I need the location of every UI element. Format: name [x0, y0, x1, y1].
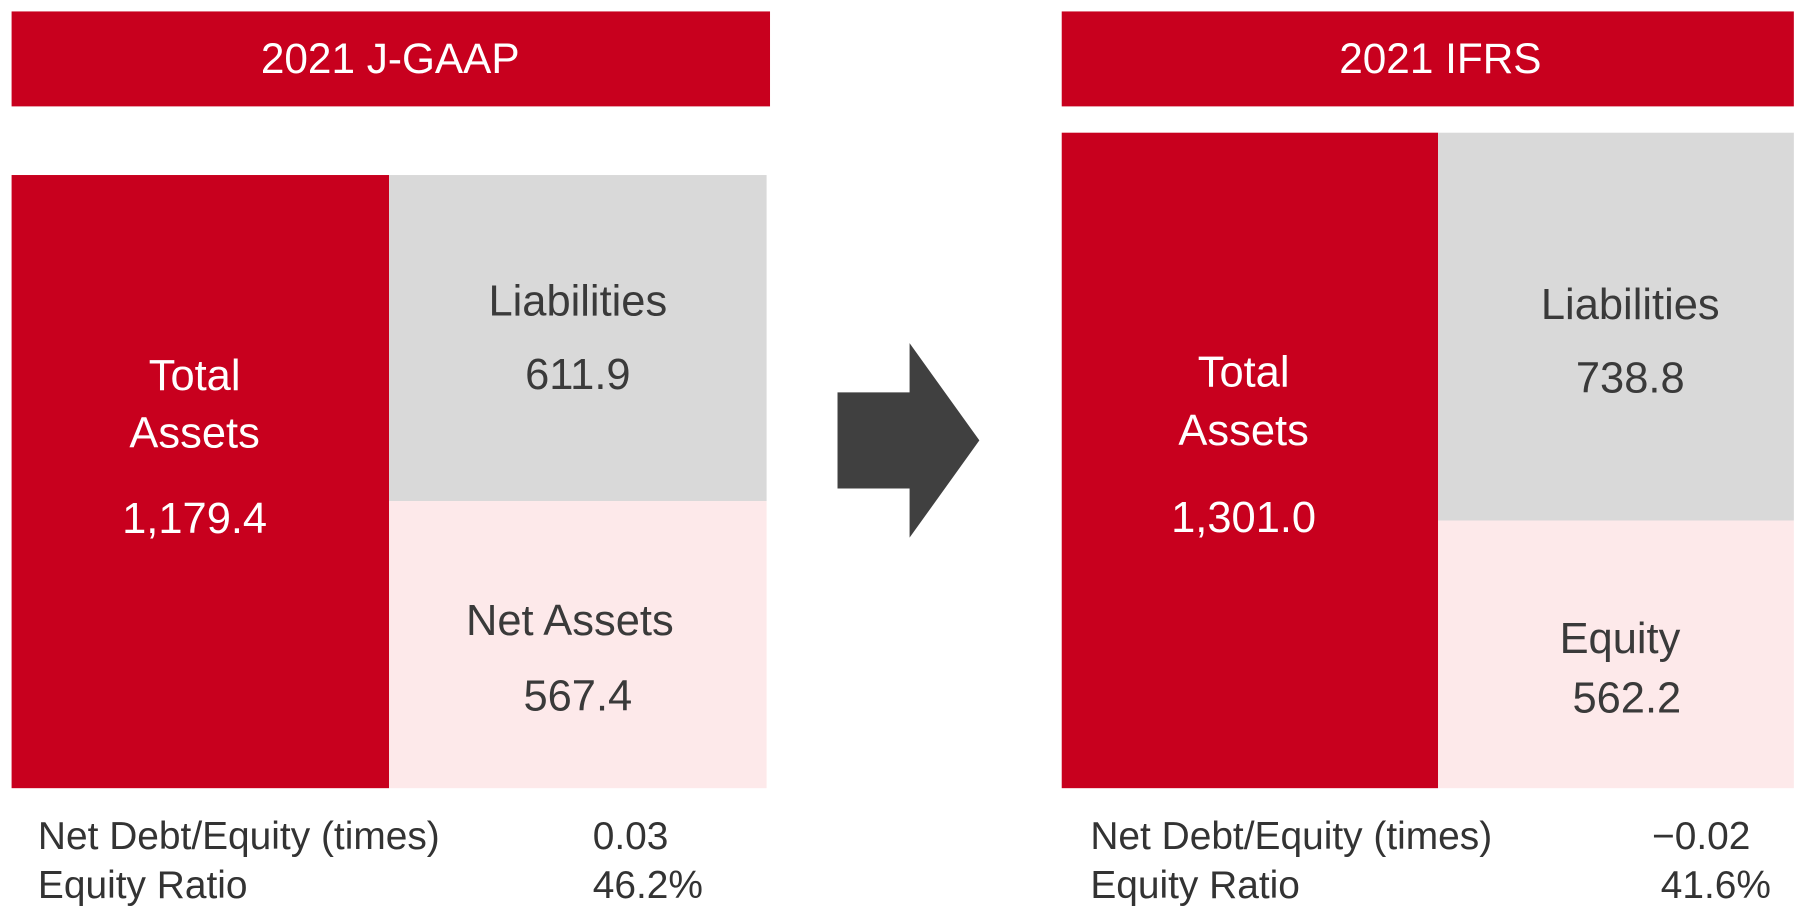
metric-label: Equity Ratio — [1090, 864, 1300, 906]
equity-value: 562.2 — [1572, 675, 1681, 723]
liabilities-label: Liabilities — [488, 278, 667, 326]
assets-label: Total — [149, 352, 241, 400]
liabilities-value: 738.8 — [1576, 354, 1685, 402]
equity-label: Net Assets — [466, 597, 674, 645]
metric-label: Net Debt/Equity (times) — [1090, 815, 1492, 858]
equity-label: Equity — [1560, 615, 1681, 663]
assets-value: 1,301.0 — [1171, 494, 1316, 542]
header-bar — [1061, 11, 1794, 107]
metric-label: Net Debt/Equity (times) — [38, 815, 440, 858]
liabilities-block — [389, 175, 767, 502]
panel-title: 2021 IFRS — [1339, 35, 1541, 82]
metric-value: 46.2% — [593, 864, 703, 906]
liabilities-block — [1438, 132, 1794, 521]
panel-jgaap: 2021 J-GAAP Total Assets 1,179.4 Liabili… — [11, 11, 771, 906]
panel-title: 2021 J-GAAP — [261, 35, 520, 82]
panel-ifrs: 2021 IFRS Total Assets 1,301.0 Liabiliti… — [1061, 11, 1794, 906]
equity-value: 567.4 — [523, 672, 632, 720]
liabilities-value: 611.9 — [525, 351, 631, 399]
liabilities-label: Liabilities — [1541, 281, 1720, 329]
equity-block — [389, 501, 767, 789]
metric-value: −0.02 — [1652, 815, 1750, 858]
assets-block — [11, 175, 390, 789]
assets-label: Total — [1198, 349, 1290, 397]
assets-label: Assets — [129, 409, 259, 457]
metric-label: Equity Ratio — [38, 864, 248, 906]
assets-value: 1,179.4 — [122, 495, 267, 543]
equity-block — [1438, 520, 1794, 789]
header-bar — [11, 11, 771, 107]
metric-value: 41.6% — [1661, 864, 1771, 906]
metric-value: 0.03 — [593, 815, 669, 858]
arrow — [837, 343, 980, 538]
assets-block — [1061, 132, 1439, 789]
assets-label: Assets — [1178, 407, 1308, 455]
